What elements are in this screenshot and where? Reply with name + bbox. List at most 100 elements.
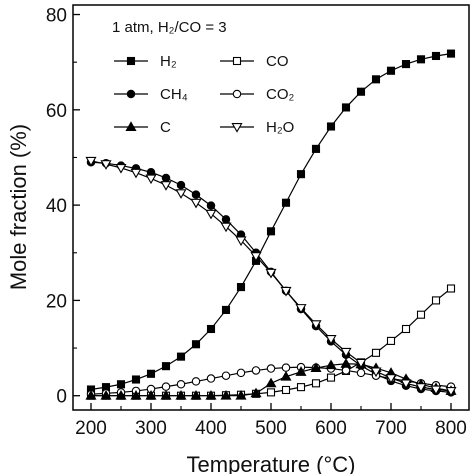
data-point [371, 348, 381, 357]
legend-marker [126, 89, 136, 99]
data-point [175, 189, 187, 199]
data-point [176, 380, 186, 389]
data-point [175, 390, 187, 400]
data-point [251, 366, 261, 375]
y-tick-label: 80 [46, 6, 67, 27]
data-point [145, 390, 157, 400]
data-point [236, 283, 246, 292]
legend-label: C [160, 119, 171, 136]
series-square-0 [86, 49, 456, 394]
data-point [401, 324, 411, 334]
data-point [100, 160, 112, 170]
legend-entry: CO₂ [220, 86, 295, 103]
chart-annotation: 1 atm, H₂/CO = 3 [112, 19, 227, 36]
data-point [311, 144, 321, 153]
legend-entry: H₂O [220, 119, 294, 136]
data-point [220, 390, 232, 400]
data-point [236, 368, 246, 378]
data-point [356, 368, 366, 378]
y-axis-title: Mole fraction (%) [6, 124, 31, 290]
data-point [190, 390, 202, 400]
data-point [116, 380, 126, 389]
legend-entry: CH₄ [114, 86, 188, 103]
data-point [265, 377, 277, 388]
data-point [161, 362, 171, 371]
data-point [310, 362, 322, 373]
tick-labels: 200 300 400 500 600 700 800 0 20 40 60 80 [46, 6, 467, 439]
data-point [295, 366, 307, 376]
data-point [386, 66, 396, 75]
data-point [266, 364, 276, 373]
data-point [401, 60, 411, 69]
series-line [90, 53, 452, 391]
y-tick-label: 20 [46, 291, 67, 312]
data-point [296, 383, 306, 392]
x-tick-label: 800 [435, 418, 467, 439]
legend-marker [125, 121, 137, 131]
x-tick-label: 500 [255, 418, 287, 439]
x-tick-label: 700 [375, 418, 407, 439]
legend-label: H₂O [266, 119, 294, 136]
series-triangle-down-5 [85, 156, 457, 397]
data-point [416, 310, 426, 319]
data-point [266, 227, 276, 236]
legend-marker [126, 56, 136, 66]
data-point [296, 170, 306, 179]
data-point [265, 268, 277, 279]
data-point [250, 387, 262, 398]
data-point [431, 51, 441, 61]
data-point [176, 180, 186, 190]
data-point [190, 198, 202, 209]
legend-marker [232, 56, 242, 66]
data-point [235, 236, 247, 247]
data-point [340, 358, 352, 368]
data-point [370, 367, 382, 378]
data-point [356, 87, 366, 96]
data-point [145, 174, 157, 185]
series-layer [85, 49, 457, 400]
data-point [295, 304, 307, 314]
data-point [280, 370, 292, 381]
data-point [325, 335, 337, 345]
data-point [235, 390, 247, 400]
data-point [85, 156, 97, 167]
data-point [415, 383, 427, 393]
data-point [205, 390, 217, 400]
data-point [115, 390, 127, 400]
data-point [191, 190, 201, 199]
x-tick-label: 300 [135, 418, 167, 439]
data-point [445, 386, 457, 397]
data-point [430, 385, 442, 396]
data-point [146, 369, 156, 378]
data-point [161, 173, 171, 183]
data-point [280, 286, 292, 297]
data-point [325, 359, 337, 370]
legend-entry: H₂ [114, 53, 177, 70]
data-point [341, 103, 351, 112]
data-point [160, 181, 172, 191]
data-point [416, 55, 426, 64]
x-tick-label: 600 [315, 418, 347, 439]
x-tick-label: 400 [195, 418, 227, 439]
data-point [176, 352, 186, 361]
legend-marker [232, 89, 242, 99]
x-axis-title: Temperature (°C) [187, 452, 356, 474]
data-point [221, 371, 231, 380]
data-point [311, 379, 321, 388]
data-point [100, 390, 112, 400]
data-point [386, 336, 396, 345]
legend-entry: CO [220, 53, 289, 70]
data-point [191, 377, 201, 386]
data-point [115, 164, 127, 174]
data-point [206, 374, 216, 383]
legend-label: CO [266, 53, 289, 70]
data-point [220, 222, 232, 233]
data-point [130, 390, 142, 400]
y-tick-label: 60 [46, 101, 67, 122]
data-point [281, 363, 291, 372]
data-point [340, 347, 352, 358]
y-tick-label: 40 [46, 196, 67, 217]
data-point [206, 324, 216, 334]
legend: H₂ CO CH₄ CO₂ C H₂O [114, 53, 295, 136]
legend-marker [231, 123, 243, 133]
